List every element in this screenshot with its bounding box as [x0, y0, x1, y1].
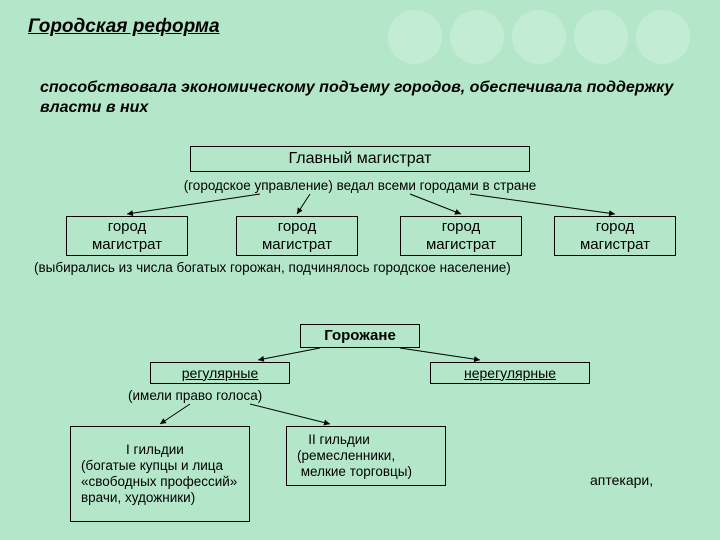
city-box-1: город магистрат: [66, 216, 188, 256]
apothecaries-text: аптекари,: [590, 472, 653, 488]
main-magistrate-box: Главный магистрат: [190, 146, 530, 172]
guild-1-text: I гильдии (богатые купцы и лица «свободн…: [81, 442, 239, 507]
guild-2-box: II гильдии (ремесленники, мелкие торговц…: [286, 426, 446, 486]
city-line2: магистрат: [92, 236, 162, 254]
city-box-4: город магистрат: [554, 216, 676, 256]
circle: [574, 10, 628, 64]
guild-2-text: II гильдии (ремесленники, мелкие торговц…: [297, 432, 412, 481]
city-box-2: город магистрат: [236, 216, 358, 256]
circle: [512, 10, 566, 64]
city-line1: город: [596, 218, 635, 236]
city-caption: (выбирались из числа богатых горожан, по…: [34, 260, 700, 275]
city-line2: магистрат: [426, 236, 496, 254]
regular-caption: (имели право голоса): [128, 388, 262, 403]
city-line2: магистрат: [580, 236, 650, 254]
main-caption: (городское управление) ведал всеми город…: [0, 178, 720, 193]
guild-1-box: I гильдии (богатые купцы и лица «свободн…: [70, 426, 250, 522]
circle: [450, 10, 504, 64]
city-box-3: город магистрат: [400, 216, 522, 256]
page-subtitle: способствовала экономическому подъему го…: [40, 78, 680, 118]
page-title: Городская реформа: [28, 16, 220, 38]
regular-box: регулярные: [150, 362, 290, 384]
city-line1: город: [108, 218, 147, 236]
city-line1: город: [278, 218, 317, 236]
circle: [388, 10, 442, 64]
irregular-box: нерегулярные: [430, 362, 590, 384]
city-line1: город: [442, 218, 481, 236]
citizens-box: Горожане: [300, 324, 420, 348]
circle: [636, 10, 690, 64]
city-line2: магистрат: [262, 236, 332, 254]
decorative-circles: [388, 10, 690, 64]
